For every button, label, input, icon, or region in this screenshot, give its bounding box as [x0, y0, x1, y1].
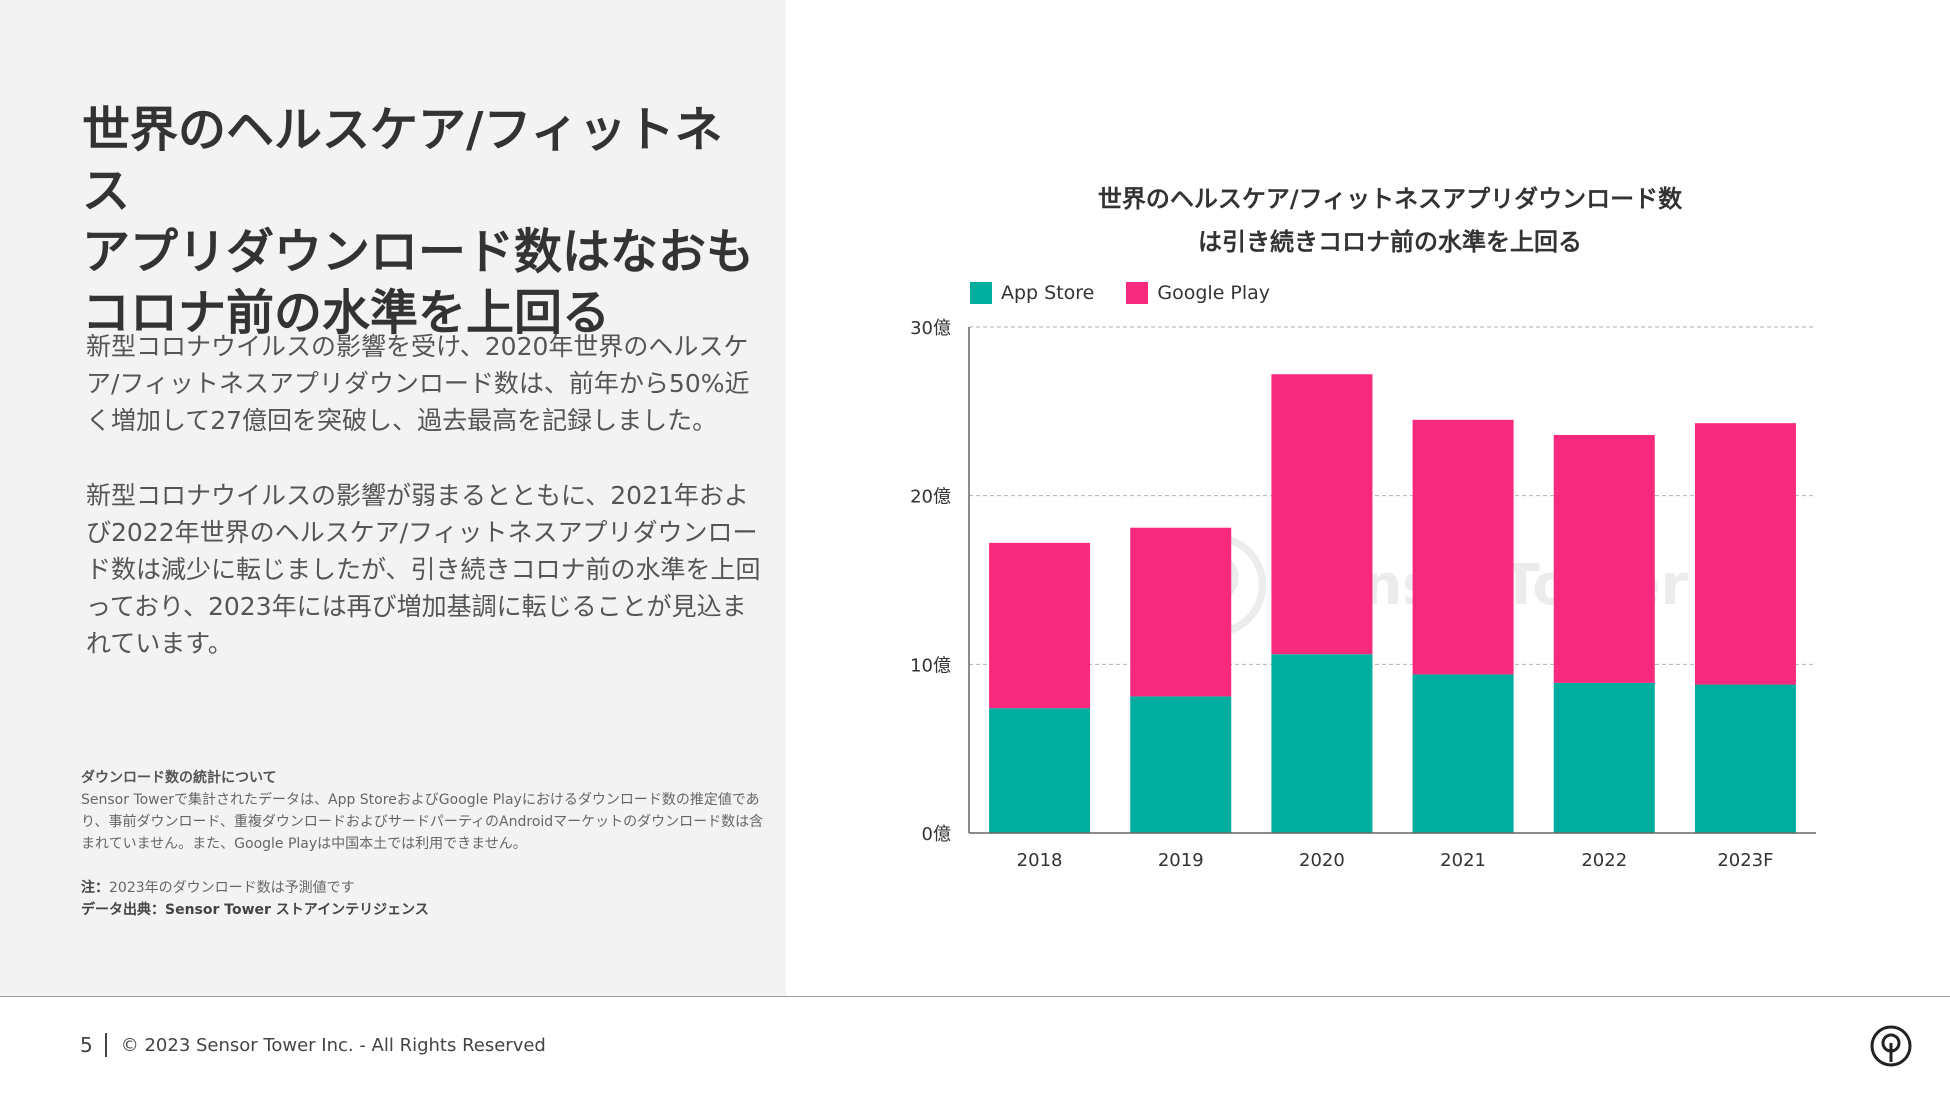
footer-separator — [104, 1033, 107, 1057]
legend-label-app-store: App Store — [1001, 282, 1095, 304]
forecast-note-text: 2023年のダウンロード数は予測値です — [109, 880, 355, 896]
x-tick-label-2022: 2022 — [1581, 850, 1627, 871]
page-number: 5 — [80, 1033, 93, 1057]
left-panel — [0, 0, 786, 996]
copyright-text: © 2023 Sensor Tower Inc. - All Rights Re… — [120, 1034, 546, 1056]
x-tick-label-2020: 2020 — [1299, 850, 1345, 871]
bar-app-store-2023F — [1694, 684, 1796, 833]
x-tick-label-2018: 2018 — [1017, 850, 1063, 871]
chart-title-line-2: は引き続きコロナ前の水準を上回る — [1198, 228, 1582, 256]
y-tick-label-30: 30億 — [910, 318, 951, 339]
bar-app-store-2019 — [1130, 696, 1232, 833]
data-source-label: データ出典： — [81, 902, 165, 918]
bar-app-store-2021 — [1412, 674, 1514, 833]
x-tick-label-2019: 2019 — [1158, 850, 1204, 871]
forecast-note: 注：2023年のダウンロード数は予測値です — [81, 877, 771, 899]
stats-note-title: ダウンロード数の統計について — [81, 770, 277, 786]
data-source: データ出典：Sensor Tower ストアインテリジェンス — [81, 899, 771, 921]
data-source-text: Sensor Tower ストアインテリジェンス — [165, 902, 429, 918]
body-paragraph-1: 新型コロナウイルスの影響を受け、2020年世界のヘルスケア/フィットネスアプリダ… — [86, 332, 750, 435]
bar-google-play-2023F — [1694, 423, 1796, 685]
body-paragraph-2: 新型コロナウイルスの影響が弱まるとともに、2021年および2022年世界のヘルス… — [86, 481, 761, 658]
title-line-1: 世界のヘルスケア/フィットネス — [82, 102, 723, 219]
stats-note-body: Sensor Towerで集計されたデータは、App StoreおよびGoogl… — [81, 792, 764, 852]
legend-label-google-play: Google Play — [1157, 282, 1271, 304]
title-line-2: アプリダウンロード数はなおも — [82, 224, 755, 280]
bar-google-play-2021 — [1412, 419, 1514, 675]
bar-google-play-2019 — [1130, 527, 1232, 697]
bar-google-play-2018 — [989, 542, 1091, 709]
bar-app-store-2020 — [1271, 654, 1373, 833]
y-tick-label-20: 20億 — [910, 487, 951, 508]
legend-item-google-play: Google Play — [1126, 282, 1270, 304]
chart-legend: App Store Google Play — [970, 282, 1302, 304]
chart-title: 世界のヘルスケア/フィットネスアプリダウンロード数 は引き続きコロナ前の水準を上… — [1040, 178, 1740, 264]
x-tick-label-2021: 2021 — [1440, 850, 1486, 871]
footer: 5 © 2023 Sensor Tower Inc. - All Rights … — [80, 1031, 546, 1059]
bar-google-play-2020 — [1271, 374, 1373, 655]
title-line-3: コロナ前の水準を上回る — [82, 285, 611, 341]
page-title: 世界のヘルスケア/フィットネス アプリダウンロード数はなおも コロナ前の水準を上… — [82, 100, 762, 344]
bar-app-store-2022 — [1553, 682, 1655, 833]
notes-section: ダウンロード数の統計について Sensor Towerで集計されたデータは、Ap… — [81, 767, 771, 921]
sensor-tower-logo-icon — [1870, 1025, 1912, 1067]
legend-swatch-app-store — [970, 282, 992, 304]
legend-swatch-google-play — [1126, 282, 1149, 304]
legend-item-app-store: App Store — [970, 282, 1094, 304]
y-tick-label-0: 0億 — [922, 824, 951, 845]
footer-divider — [0, 996, 1950, 997]
y-tick-label-10: 10億 — [910, 655, 951, 676]
chart-title-line-1: 世界のヘルスケア/フィットネスアプリダウンロード数 — [1097, 185, 1683, 213]
x-tick-label-2023F: 2023F — [1717, 850, 1773, 871]
bar-app-store-2018 — [989, 708, 1091, 833]
forecast-note-label: 注： — [81, 880, 109, 896]
bar-google-play-2022 — [1553, 434, 1655, 683]
